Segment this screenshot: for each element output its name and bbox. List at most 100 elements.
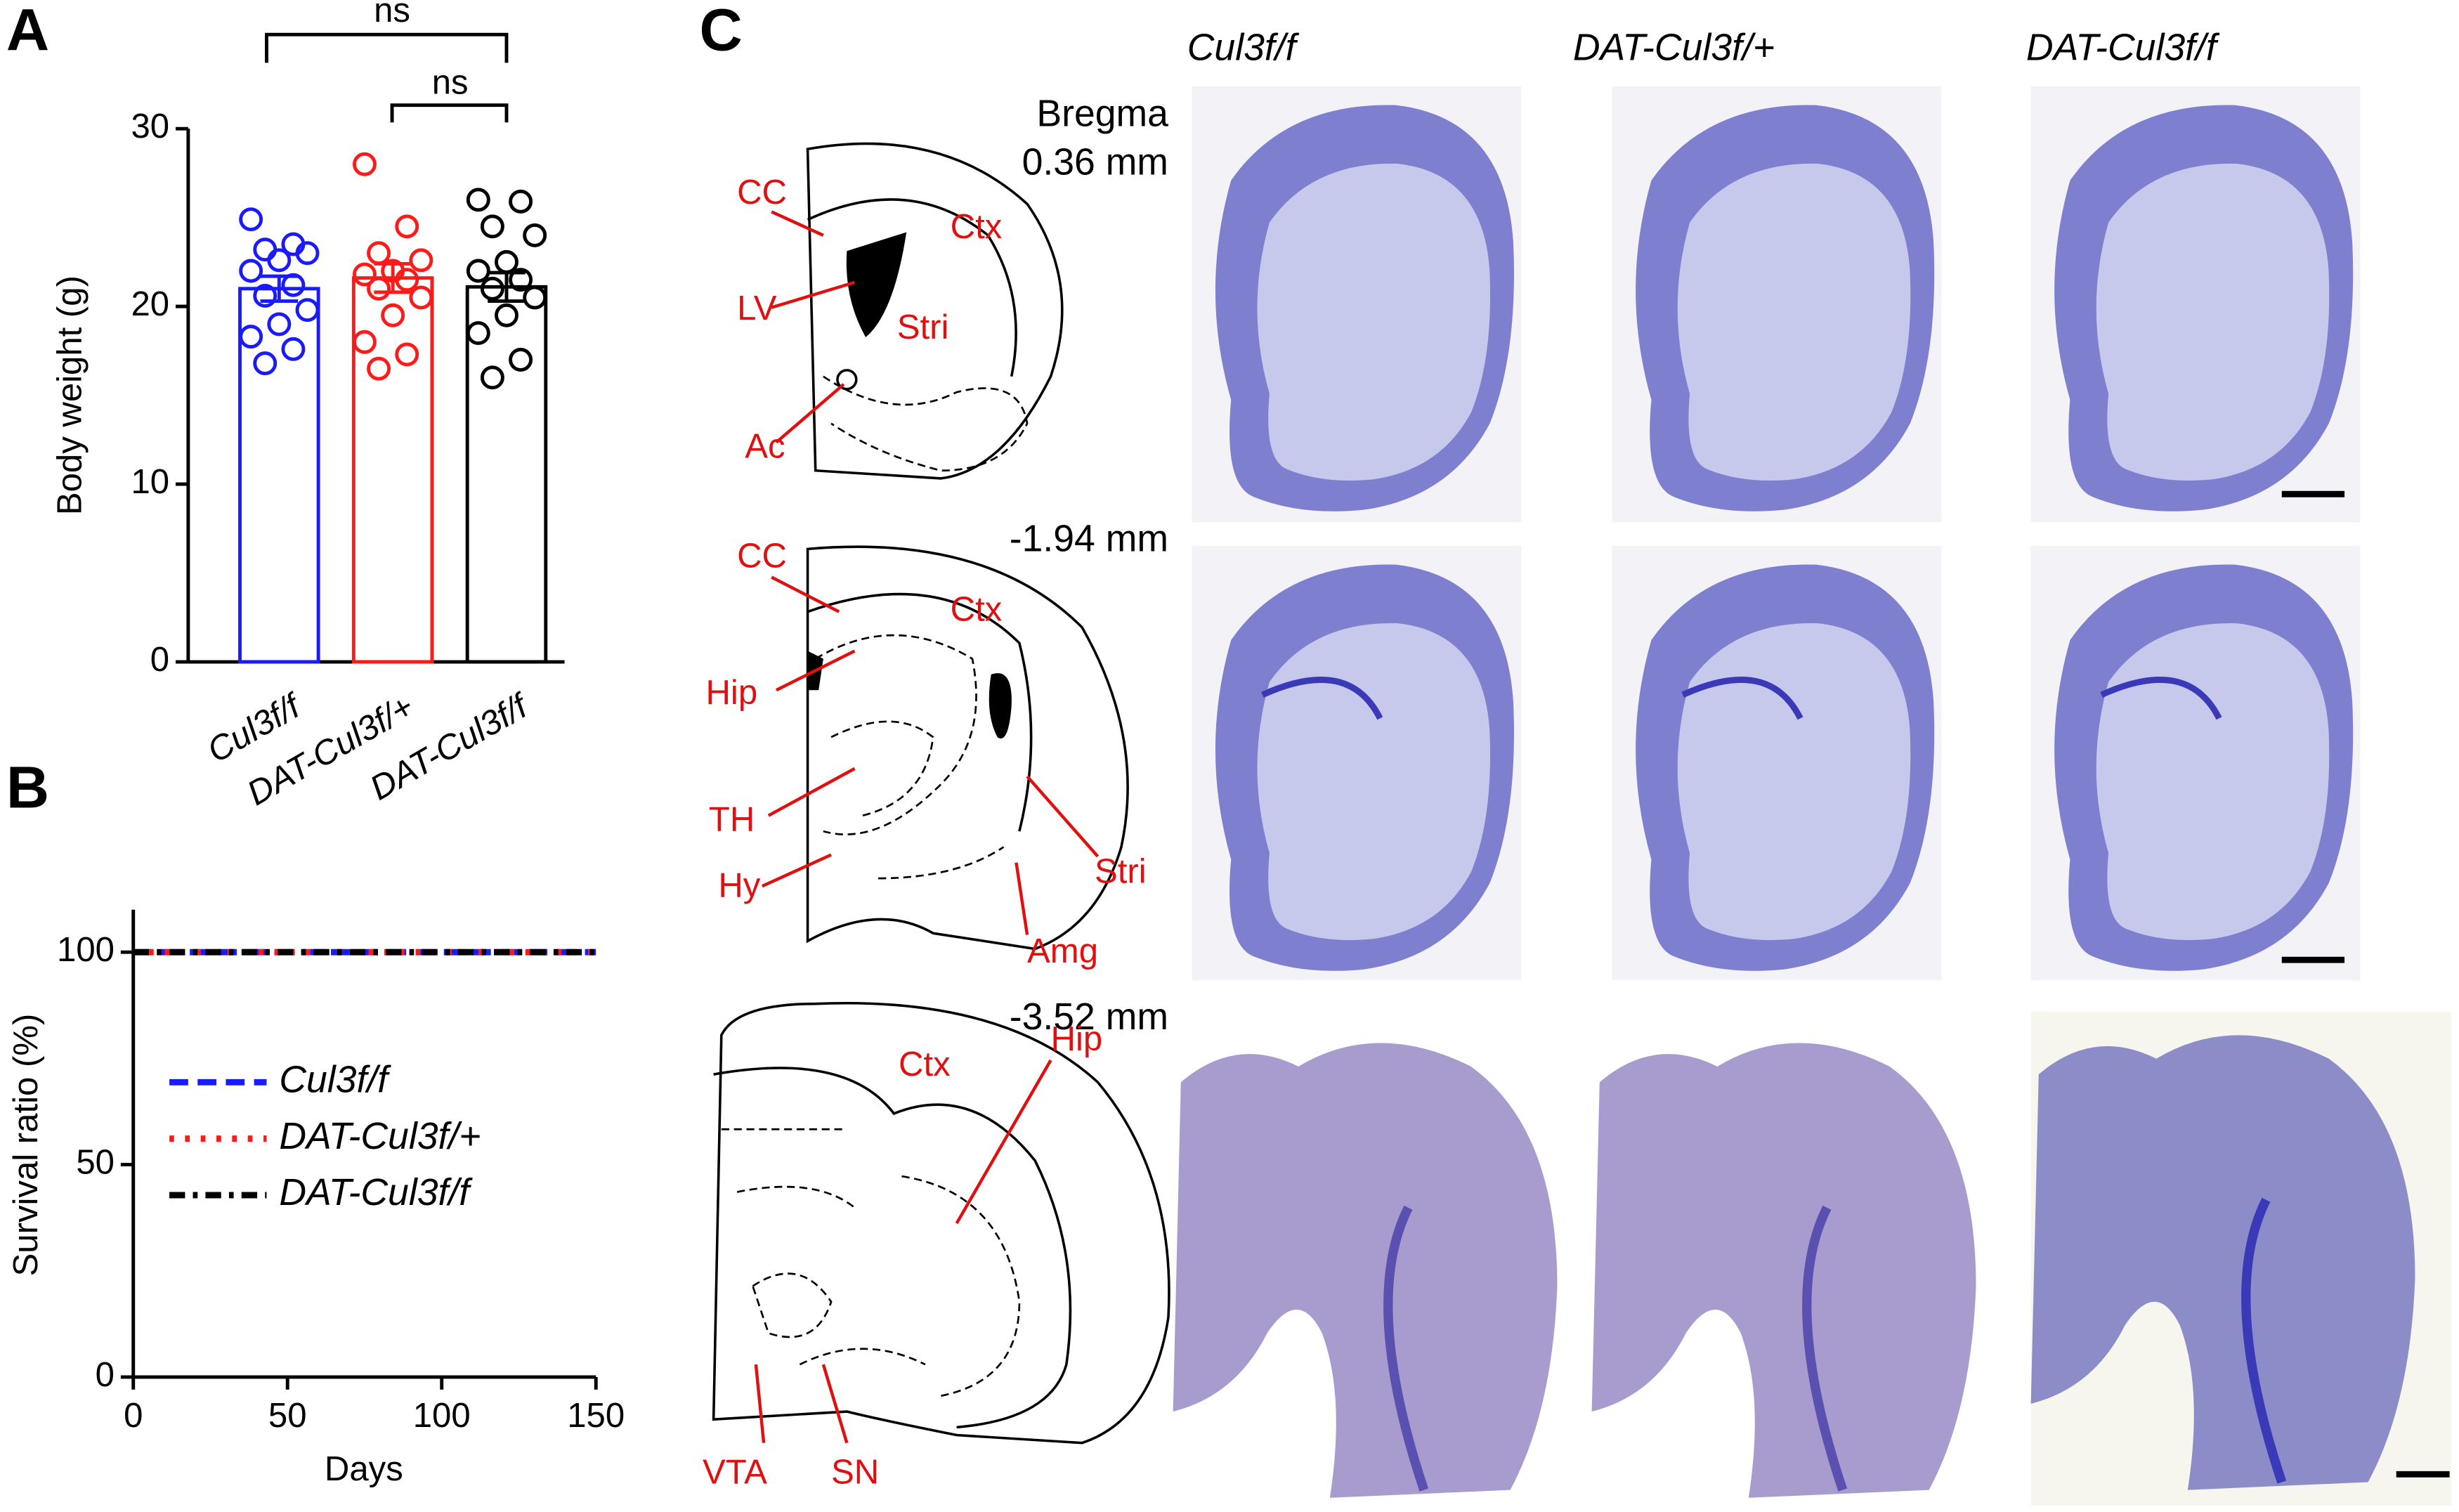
brain-section [1192,86,1522,523]
data-point [381,303,405,327]
leader-line [771,280,856,309]
data-point [495,303,518,327]
leader-line [1015,862,1029,935]
data-point [523,285,547,310]
brain-section [2030,86,2361,523]
y-tick-label: 30 [131,107,169,145]
data-point [253,351,278,376]
region-label: Stri [897,308,949,346]
bregma-level: -1.94 mm [1010,518,1168,559]
region-label: Stri [1095,852,1147,890]
brain-section [2030,1011,2451,1506]
leader-line [1026,775,1100,858]
legend-label: DAT-Cul3f/+ [279,1116,481,1157]
significance-label: ns [374,0,410,30]
region-label: Hip [1051,1020,1103,1058]
brain-section [1591,1043,1976,1498]
x-tick-label: 0 [124,1397,143,1435]
leader-line [775,383,845,444]
region-label: CC [737,174,787,211]
atlas-drawing [806,142,1064,480]
brain-section [1192,545,1522,981]
significance-bracket [265,32,509,63]
region-label: SN [831,1453,879,1491]
column-header: DAT-Cul3f/f [2026,27,2220,69]
y-axis-label: Survival ratio (%) [7,1014,45,1277]
data-point [466,188,490,212]
y-tick-label: 100 [57,931,115,969]
x-tick-label: 100 [413,1397,471,1435]
data-point [409,248,433,273]
data-point [281,273,306,297]
data-point [239,259,263,283]
leader-line [771,575,840,613]
data-point [239,207,263,232]
brain-section [1173,1043,1558,1498]
data-point [295,298,320,322]
data-point [466,321,490,346]
legend-label: DAT-Cul3f/f [279,1172,473,1213]
y-tick-label: 0 [150,641,169,679]
data-point [509,348,533,372]
bregma-level: -3.52 mm [1010,996,1168,1038]
region-labels: CC Ctx LV Stri Ac CC Ctx Hip TH Hy Stri … [703,174,1147,1491]
data-point [253,283,278,308]
brain-section [1612,86,1942,523]
y-axis-label: Body weight (g) [51,275,89,515]
data-point [509,189,533,214]
brain-section [1612,545,1942,981]
x-tick-label: 150 [567,1397,625,1435]
column-header: Cul3f/f [1187,27,1300,69]
panel-label: A [6,0,49,63]
leader-line [821,1364,849,1444]
data-point [253,237,278,262]
data-point [239,325,263,349]
data-point [480,214,504,239]
data-point [353,330,377,354]
region-label: Amg [1027,932,1098,970]
leader-line [761,853,832,888]
column-header: DAT-Cul3f/+ [1573,27,1775,69]
data-point [295,241,320,266]
region-label: Hip [705,674,757,712]
bregma-level: 0.36 mm [1022,142,1168,183]
data-point [395,268,419,292]
leader-line [775,649,856,692]
data-point [395,342,419,367]
legend-label: Cul3f/f [279,1059,391,1100]
data-point [367,356,391,381]
data-point [267,248,292,273]
region-label: CC [737,537,787,575]
bar [238,287,320,664]
data-point [409,285,433,310]
region-label: TH [709,801,755,839]
region-label: Ac [745,427,785,465]
data-point [480,276,504,301]
x-axis-label: Days [325,1450,403,1488]
data-point [267,312,292,337]
data-point [353,152,377,176]
region-label: Ctx [951,208,1003,246]
y-tick-label: 0 [96,1356,115,1394]
data-point [395,214,419,239]
data-point [523,223,547,247]
y-tick-label: 50 [76,1144,115,1182]
y-tick-label: 10 [131,463,169,501]
data-point [495,249,518,274]
leader-line [767,767,856,817]
data-point [466,259,490,283]
region-label: Hy [718,866,760,904]
region-label: LV [737,289,777,327]
leader-line [771,210,824,237]
bregma-title: Bregma [1036,93,1168,134]
histology-images [1173,86,2451,1506]
atlas-drawing [712,1001,1170,1445]
data-point [281,337,306,361]
y-tick-label: 20 [131,285,169,323]
region-label: VTA [703,1453,767,1491]
atlas-drawing [806,545,1129,951]
panel-label: B [6,754,49,821]
data-point [509,268,533,292]
